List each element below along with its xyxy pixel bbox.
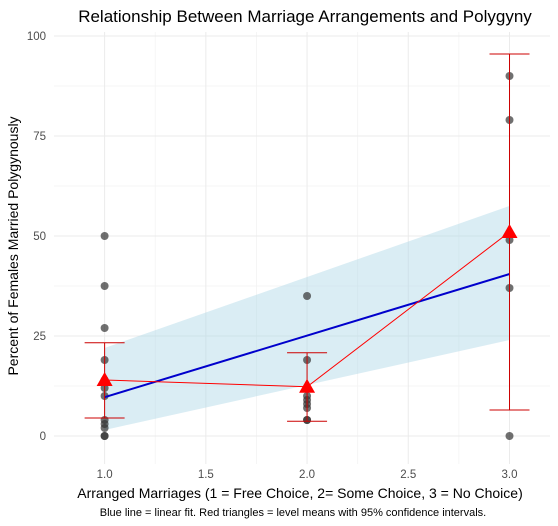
fit-confidence-band: [104, 206, 510, 430]
y-tick-label: 25: [33, 331, 46, 343]
data-point: [303, 292, 312, 300]
y-tick-label: 100: [27, 31, 46, 43]
mean-triangle: [299, 378, 316, 393]
x-tick-label: 2.5: [400, 469, 416, 481]
x-tick-label: 1.0: [97, 469, 113, 481]
y-tick-label: 50: [33, 231, 46, 243]
chart-title: Relationship Between Marriage Arrangemen…: [78, 7, 532, 26]
x-axis-label: Arranged Marriages (1 = Free Choice, 2= …: [77, 485, 523, 501]
plot-area: 1.0 1.5 2.0 2.5 3.0 0 25 50 75 100: [27, 31, 550, 481]
x-tick-label: 3.0: [502, 469, 518, 481]
y-axis-label: Percent of Females Married Polygynously: [5, 116, 21, 375]
y-tick-label: 75: [33, 131, 46, 143]
mean-triangle: [501, 224, 518, 238]
y-tick-label: 0: [40, 431, 46, 443]
x-tick-label: 2.0: [299, 469, 315, 481]
data-point: [505, 432, 514, 440]
chart-caption: Blue line = linear fit. Red triangles = …: [100, 507, 486, 519]
mean-triangle: [96, 372, 113, 386]
data-point: [100, 282, 109, 290]
data-point: [100, 232, 109, 240]
linear-fit-line: [104, 273, 510, 399]
data-point: [100, 432, 109, 440]
data-point: [100, 324, 109, 332]
data-point: [100, 424, 109, 432]
x-tick-label: 1.5: [198, 469, 214, 481]
